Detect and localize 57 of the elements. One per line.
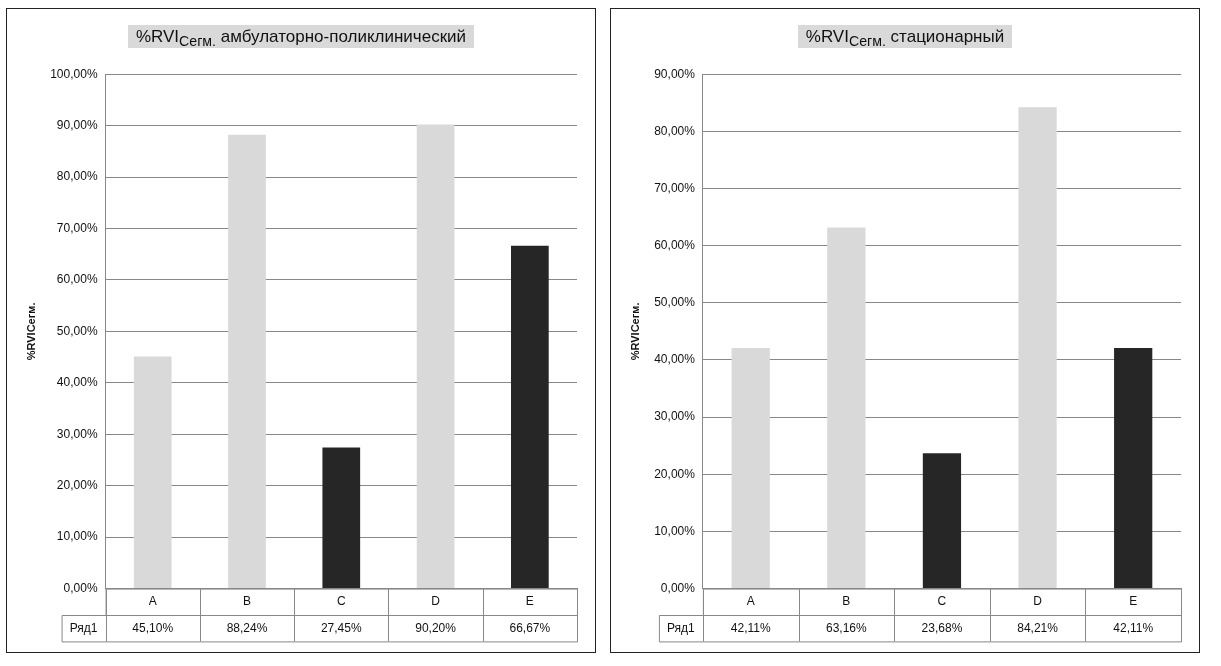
bar [1018,107,1057,589]
bar [731,347,770,589]
y-tick-label: 50,00% [56,323,98,338]
text: Ряд1 [69,620,98,635]
y-tick-label: 50,00% [654,295,696,310]
bar [322,447,361,589]
y-tick-label: 40,00% [56,375,98,390]
y-tick-label: 20,00% [654,466,696,481]
bar [922,453,962,589]
y-tick-label: 80,00% [56,169,98,184]
data-label: 88,24% [226,620,268,635]
y-tick-label: 100,00% [50,66,98,81]
y-tick-label: 30,00% [56,426,98,441]
bar [416,124,455,589]
bar [133,356,172,589]
y-tick-label: 10,00% [654,523,696,538]
data-label: 63,16% [825,620,868,635]
y-tick-label: 60,00% [654,237,696,252]
y-tick-label: 60,00% [56,272,98,287]
x-tick-label: A [148,594,157,609]
y-tick-label: 70,00% [654,180,696,195]
data-label: 42,11% [1113,620,1154,635]
x-tick-label: B [842,594,851,609]
y-tick-label: 20,00% [56,478,98,493]
y-tick-label: 0,00% [63,580,98,595]
y-tick-label: 70,00% [56,220,98,235]
data-label: 23,68% [921,620,963,635]
y-tick-label: 80,00% [654,123,696,138]
bar [228,134,266,589]
data-label: 45,10% [132,620,174,635]
y-tick-label: 90,00% [56,117,98,132]
y-axis-title: %RVIСегм. [628,302,641,361]
data-label: 90,20% [415,620,457,635]
bar [827,227,866,589]
x-tick-label: B [242,594,252,609]
x-tick-label: E [525,594,534,609]
x-tick-label: A [746,594,755,609]
y-tick-label: 90,00% [654,66,696,81]
y-axis-title: %RVIСегм. [24,302,37,361]
x-tick-label: D [431,594,441,609]
x-tick-label: D [1033,594,1043,609]
data-label: 66,67% [509,620,551,635]
data-label: 42,11% [730,620,771,635]
y-tick-label: 0,00% [660,580,696,595]
x-tick-label: E [1129,594,1138,609]
x-tick-label: C [937,594,947,609]
bar [1114,347,1153,589]
chart-title: %RVI$_{Сегм.}$ амбулаторно-поликлинический [127,25,475,50]
data-label: 84,21% [1017,620,1059,635]
chart-title: %RVI$_{Сегм.}$ стационарный [797,25,1013,50]
bar [511,245,549,589]
y-tick-label: 30,00% [654,409,696,424]
y-tick-label: 10,00% [56,529,98,544]
y-tick-label: 40,00% [654,352,696,367]
x-tick-label: C [336,594,346,609]
text: Ряд1 [667,620,696,635]
data-label: 27,45% [320,620,362,635]
